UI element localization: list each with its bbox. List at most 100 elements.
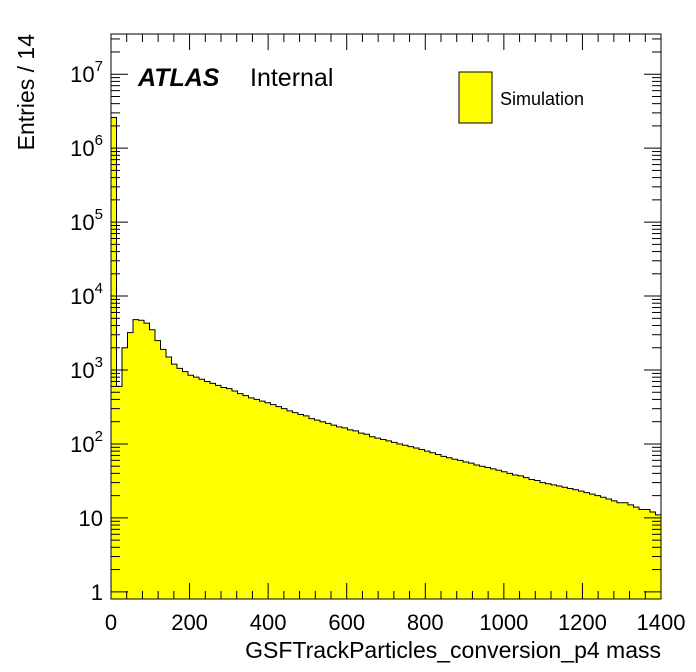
y-tick-label: 106: [70, 132, 103, 161]
y-tick-label: 107: [70, 58, 103, 87]
histogram-bar: [413, 448, 420, 599]
histogram-bar: [276, 406, 282, 599]
histogram-bar: [463, 461, 469, 599]
histogram-bar: [127, 332, 134, 599]
histogram-bar: [336, 426, 343, 599]
histogram-bar: [490, 468, 497, 599]
histogram-bar: [556, 485, 563, 599]
histogram-bar: [287, 410, 293, 599]
histogram-bar: [149, 329, 156, 599]
histogram-bar: [633, 507, 640, 599]
histogram-bar: [210, 383, 216, 599]
histogram-bar: [133, 319, 139, 599]
x-tick-label: 1000: [479, 610, 528, 635]
histogram-bar: [518, 475, 524, 599]
x-tick-label: 200: [171, 610, 208, 635]
histogram-bar: [314, 420, 321, 599]
histogram-bar: [331, 425, 337, 599]
histogram-bar: [391, 442, 398, 599]
histogram-bar: [309, 418, 315, 599]
histogram-bar: [567, 488, 574, 599]
histogram-bar: [595, 495, 601, 599]
histogram-bar: [254, 399, 260, 599]
histogram-bar: [265, 402, 271, 599]
histogram-bar: [270, 404, 277, 599]
histogram-bar: [589, 494, 596, 599]
histogram-bar: [243, 395, 249, 599]
histogram-bar: [457, 460, 464, 599]
legend: Simulation: [458, 71, 584, 124]
histogram-bar: [182, 371, 189, 599]
histogram-bar: [177, 368, 183, 599]
histogram-bar: [325, 423, 332, 599]
histogram-bar: [430, 452, 436, 599]
histogram-bar: [116, 386, 123, 599]
histogram-bar: [199, 379, 205, 599]
legend-swatch: [458, 71, 493, 124]
histogram-layer: [110, 116, 662, 600]
histogram-bar: [397, 443, 403, 599]
histogram-bar: [188, 375, 194, 599]
y-axis-label: Entries / 14: [13, 34, 39, 151]
histogram-bar: [622, 502, 629, 599]
histogram-bar: [479, 466, 486, 599]
histogram-bar: [259, 401, 266, 599]
atlas-label: ATLAS: [137, 64, 220, 92]
histogram-bar: [578, 491, 585, 599]
x-tick-label: 1400: [637, 610, 686, 635]
histogram-bar: [584, 492, 590, 599]
histogram-bar: [193, 377, 200, 599]
x-tick-labels: 0 200 400 600 800 1000 1200 1400: [105, 610, 686, 635]
x-tick-label: 600: [328, 610, 365, 635]
histogram-bar: [545, 483, 552, 599]
y-tick-label: 102: [70, 428, 103, 457]
histogram-bar: [551, 484, 557, 599]
status-label: Internal: [250, 64, 333, 92]
x-axis-label: GSFTrackParticles_conversion_p4 mass: [245, 637, 661, 663]
histogram-bar: [474, 464, 480, 599]
histogram-bar: [650, 512, 656, 599]
histogram-bar: [468, 463, 475, 599]
histogram-bar: [441, 456, 447, 599]
histogram-bar: [221, 387, 227, 599]
histogram-bar: [226, 388, 233, 599]
histogram-bar: [292, 412, 299, 599]
histogram-bar: [639, 509, 645, 599]
histogram-bar: [644, 509, 651, 599]
histogram-bar: [320, 421, 326, 599]
histogram-bar: [204, 381, 211, 599]
histogram-bar: [523, 477, 530, 599]
histogram-bar: [347, 429, 354, 599]
histogram-bar: [540, 482, 546, 599]
histogram-bar: [446, 457, 453, 599]
histogram-bar: [281, 408, 288, 599]
histogram-bar: [512, 475, 519, 599]
histogram-bar: [342, 427, 348, 599]
histogram-bar: [386, 440, 392, 599]
x-tick-label: 1200: [558, 610, 607, 635]
histogram-bar: [111, 117, 117, 600]
histogram-bar: [232, 391, 238, 599]
histogram-bar: [369, 436, 376, 599]
histogram-bar: [419, 449, 425, 599]
histogram-bar: [155, 340, 161, 599]
histogram-bar: [562, 487, 568, 599]
histogram-bar: [375, 438, 381, 599]
histogram-bar: [303, 415, 310, 599]
y-tick-labels: 1 10 102 103 104 105 106 107: [70, 58, 103, 605]
histogram-bar: [435, 454, 442, 599]
plot-frame: [110, 33, 662, 600]
histogram-bar: [298, 414, 304, 599]
y-tick-label: 104: [70, 280, 103, 309]
histogram-bar: [628, 504, 634, 599]
histogram-bar: [353, 430, 359, 599]
histogram-bar: [573, 489, 579, 599]
histogram-bar: [160, 349, 167, 599]
histogram-bar: [600, 497, 607, 599]
y-tick-label: 103: [70, 354, 103, 383]
histogram-bar: [171, 364, 178, 599]
histogram-bar: [408, 446, 414, 599]
histogram-bar: [166, 356, 172, 599]
histogram-bar: [358, 433, 365, 599]
